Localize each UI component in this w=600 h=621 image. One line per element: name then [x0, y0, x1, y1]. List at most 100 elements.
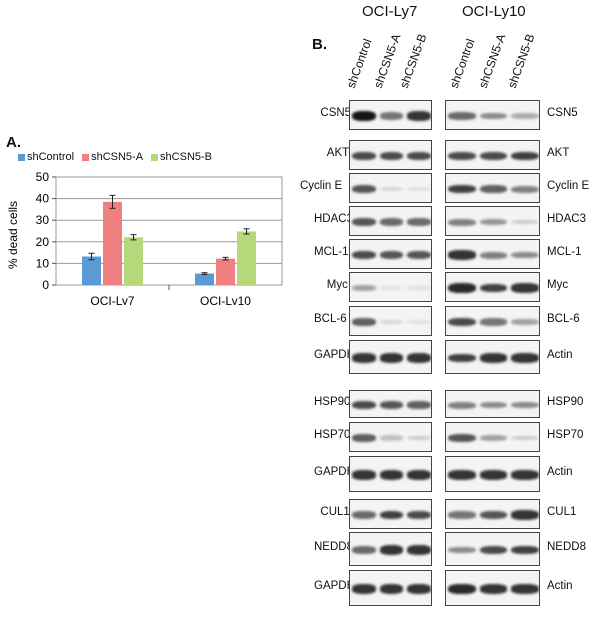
blot-strip-ly7 — [349, 173, 432, 203]
blot-strip-ly7 — [349, 340, 432, 374]
band — [352, 217, 376, 227]
protein-label-left: NEDD8 — [314, 541, 353, 553]
band — [511, 318, 539, 326]
x-tick-label: OCI-Ly7 — [90, 294, 135, 305]
band — [511, 283, 539, 293]
band — [511, 251, 539, 259]
band — [511, 113, 539, 119]
band — [352, 151, 376, 161]
blot-strip-ly7 — [349, 100, 432, 130]
blot-strip-ly7 — [349, 272, 432, 302]
band — [407, 186, 431, 192]
blot-strip-ly10 — [445, 532, 540, 566]
band — [448, 112, 476, 120]
band — [448, 151, 476, 161]
band — [379, 250, 404, 260]
blot-strip-ly10 — [445, 422, 540, 452]
protein-label-right: HSP70 — [547, 429, 584, 441]
band — [448, 401, 476, 409]
band — [479, 318, 508, 326]
band — [511, 401, 539, 409]
cell-line-title-ly7: OCI-Ly7 — [362, 3, 418, 20]
band — [448, 184, 476, 194]
protein-label-left: Myc — [326, 279, 348, 291]
legend-swatch-2 — [151, 153, 159, 161]
blot-strip-ly7 — [349, 532, 432, 566]
band — [479, 112, 508, 120]
band — [511, 510, 539, 520]
protein-label-left: BCL-6 — [314, 313, 347, 325]
protein-label-left: HDAC3 — [314, 213, 353, 225]
band — [511, 151, 539, 161]
band — [448, 584, 476, 594]
band — [479, 353, 508, 363]
y-tick-label: 10 — [36, 256, 50, 270]
blot-strip-ly10 — [445, 140, 540, 170]
protein-label-left: AKT — [326, 147, 350, 159]
y-tick-label: 20 — [36, 235, 50, 249]
x-tick-label: OCI-Ly10 — [200, 294, 251, 305]
y-tick-label: 50 — [36, 170, 50, 184]
legend-swatch-1 — [82, 153, 90, 161]
y-axis-label: % dead cells — [6, 201, 20, 269]
blot-strip-ly10 — [445, 306, 540, 336]
blot-strip-ly10 — [445, 499, 540, 529]
band — [352, 250, 376, 260]
blot-strip-ly7 — [349, 206, 432, 236]
protein-label-left: HSP70 — [314, 429, 351, 441]
band — [352, 584, 376, 594]
band — [379, 545, 404, 555]
band — [379, 186, 404, 192]
blot-strip-ly7 — [349, 422, 432, 452]
band — [407, 285, 431, 291]
band — [479, 434, 508, 442]
band — [448, 283, 476, 293]
protein-label-left: CSN5 — [320, 107, 352, 119]
blot-strip-ly10 — [445, 390, 540, 418]
protein-label-right: HDAC3 — [547, 213, 586, 225]
band — [511, 353, 539, 363]
band — [379, 435, 404, 441]
band — [479, 218, 508, 226]
band — [352, 546, 376, 554]
band — [407, 435, 431, 441]
band — [448, 470, 476, 480]
panel-a-label: A. — [6, 134, 21, 151]
band — [379, 353, 404, 363]
band — [407, 401, 431, 409]
band — [407, 250, 431, 260]
band — [379, 151, 404, 161]
band — [511, 584, 539, 594]
legend-swatch-0 — [18, 153, 25, 161]
band — [379, 510, 404, 520]
blot-strip-ly7 — [349, 140, 432, 170]
blot-strip-ly7 — [349, 239, 432, 269]
band — [379, 285, 404, 291]
protein-label-left: MCL-1 — [314, 246, 349, 258]
protein-label-right: MCL-1 — [547, 246, 582, 258]
band — [407, 584, 431, 594]
band — [448, 546, 476, 554]
blot-strip-ly10 — [445, 206, 540, 236]
y-tick-label: 0 — [42, 278, 49, 292]
blot-strip-ly7 — [349, 499, 432, 529]
protein-label-left: GAPDH — [314, 466, 355, 478]
band — [352, 318, 376, 326]
band — [352, 434, 376, 442]
blot-strip-ly10 — [445, 456, 540, 492]
lane-label-ly7: shControl — [343, 36, 375, 90]
protein-label-right: NEDD8 — [547, 541, 586, 553]
band — [379, 400, 404, 410]
bar — [195, 273, 214, 285]
bar — [103, 201, 122, 285]
band — [511, 545, 539, 555]
lane-label-ly10: shCSN5-A — [475, 31, 509, 90]
bar — [82, 256, 101, 285]
band — [379, 584, 404, 594]
band — [448, 433, 476, 443]
blot-strip-ly7 — [349, 306, 432, 336]
band — [479, 470, 508, 480]
band — [479, 545, 508, 555]
protein-label-left: GAPDH — [314, 349, 355, 361]
lane-label-ly10: shCSN5-B — [504, 31, 538, 90]
